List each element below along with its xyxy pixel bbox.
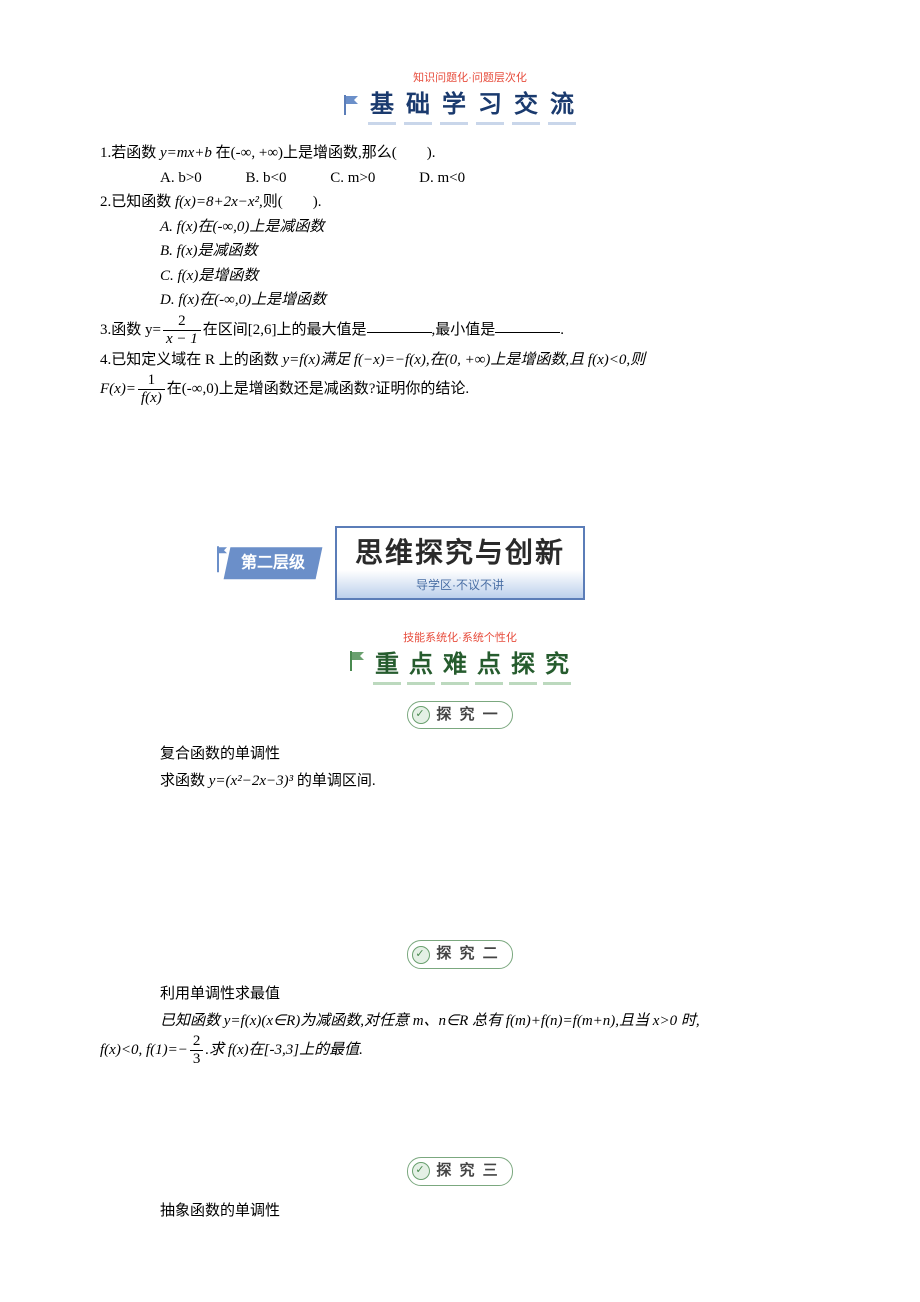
gbanner-char: 探 (508, 647, 538, 683)
banner-char: 基 (366, 87, 398, 123)
gbanner-char: 重 (372, 647, 402, 683)
e1-text: 的单调区间. (293, 773, 376, 789)
spacer (100, 792, 820, 922)
banner-char: 习 (474, 87, 506, 123)
page-root: 知识问题化·问题层次化 基 础 学 习 交 流 1.若函数 y=mx+b 在(-… (0, 0, 920, 1282)
q1-opt-d: D. m<0 (419, 167, 465, 190)
q4-text: 在(-∞,0)上是增函数还是减函数?证明你的结论. (167, 381, 469, 397)
spacer (100, 1069, 820, 1139)
check-icon (412, 946, 430, 964)
q3-text: 在区间[2,6]上的最大值是 (203, 321, 367, 337)
explore-1-label: 探 究 一 (436, 704, 499, 727)
e1-text: 求函数 (160, 773, 209, 789)
e2-text: f(x)<0, f(1)=− (100, 1042, 188, 1058)
explore-1-problem: 求函数 y=(x²−2x−3)³ 的单调区间. (160, 770, 820, 793)
q3-text: 3.函数 y= (100, 321, 161, 337)
banner-char: 流 (546, 87, 578, 123)
explore-2-pill: 探 究 二 (100, 940, 820, 971)
green-banner-subtitle: 技能系统化·系统个性化 (100, 630, 820, 647)
explore-1-pill: 探 究 一 (100, 701, 820, 732)
flag-icon (348, 649, 368, 681)
check-icon (412, 1162, 430, 1180)
q4-text: 4.已知定义域在 R 上的函数 (100, 352, 283, 368)
explore-3-heading: 抽象函数的单调性 (160, 1200, 820, 1223)
q2-opt-c: C. f(x)是增函数 (160, 265, 820, 288)
e2-text: .求 f(x)在[-3,3]上的最值. (205, 1042, 363, 1058)
section-title: 思维探究与创新 (355, 532, 565, 574)
q4-text: F(x)= (100, 381, 136, 397)
e1-expr: y=(x²−2x−3)³ (209, 773, 293, 789)
q2-text: ,则( ). (259, 194, 322, 210)
question-4-line2: F(x)=1f(x)在(-∞,0)上是增函数还是减函数?证明你的结论. (100, 373, 820, 406)
e2-text: 已知函数 y=f(x)(x∈R)为减函数,对任意 m、n∈R 总有 f(m)+f… (160, 1013, 700, 1029)
check-icon (412, 706, 430, 724)
q1-opt-b: B. b<0 (246, 167, 287, 190)
question-4-line1: 4.已知定义域在 R 上的函数 y=f(x)满足 f(−x)=−f(x),在(0… (100, 349, 820, 372)
gbanner-char: 点 (406, 647, 436, 683)
explore-2-line2: f(x)<0, f(1)=−23.求 f(x)在[-3,3]上的最值. (100, 1034, 820, 1067)
q2-opt-a: A. f(x)在(-∞,0)上是减函数 (160, 216, 820, 239)
q3-text: ,最小值是 (432, 321, 496, 337)
q4-fraction: 1f(x) (138, 373, 165, 406)
explore-3-pill: 探 究 三 (100, 1157, 820, 1188)
banner-char: 交 (510, 87, 542, 123)
gbanner-char: 点 (474, 647, 504, 683)
banner-char: 础 (402, 87, 434, 123)
q3-fraction: 2x − 1 (163, 314, 201, 347)
question-3: 3.函数 y=2x − 1在区间[2,6]上的最大值是 ,最小值是. (100, 314, 820, 347)
section-banner: 第二层级 思维探究与创新 导学区·不议不讲 (100, 526, 820, 600)
q2-opt-d: D. f(x)在(-∞,0)上是增函数 (160, 289, 820, 312)
explore-2-line1: 已知函数 y=f(x)(x∈R)为减函数,对任意 m、n∈R 总有 f(m)+f… (160, 1010, 820, 1033)
q1-opt-c: C. m>0 (330, 167, 375, 190)
green-banner: 技能系统化·系统个性化 重 点 难 点 探 究 (100, 630, 820, 683)
q1-text: 在(-∞, +∞)上是增函数,那么( ). (212, 145, 436, 161)
q1-expr: y=mx+b (160, 145, 212, 161)
e2-fraction: 23 (190, 1034, 204, 1067)
q1-text: 1.若函数 (100, 145, 160, 161)
explore-1-heading: 复合函数的单调性 (160, 743, 820, 766)
explore-3-label: 探 究 三 (436, 1160, 499, 1183)
question-2: 2.已知函数 f(x)=8+2x−x²,则( ). (100, 191, 820, 214)
gbanner-char: 究 (542, 647, 572, 683)
q3-text: . (560, 321, 564, 337)
top-banner: 知识问题化·问题层次化 基 础 学 习 交 流 (100, 70, 820, 124)
level-label: 第二层级 (241, 551, 305, 575)
question-1: 1.若函数 y=mx+b 在(-∞, +∞)上是增函数,那么( ). (100, 142, 820, 165)
q1-options: A. b>0 B. b<0 C. m>0 D. m<0 (160, 167, 820, 190)
explore-2-heading: 利用单调性求最值 (160, 983, 820, 1006)
top-banner-subtitle: 知识问题化·问题层次化 (362, 70, 578, 87)
q2-text: 2.已知函数 (100, 194, 175, 210)
q2-opt-b: B. f(x)是减函数 (160, 240, 820, 263)
banner-char: 学 (438, 87, 470, 123)
section-sub: 导学区·不议不讲 (355, 576, 565, 594)
q4-expr: y=f(x)满足 f(−x)=−f(x),在(0, +∞)上是增函数,且 f(x… (283, 352, 646, 368)
q2-expr: f(x)=8+2x−x² (175, 194, 259, 210)
explore-2-label: 探 究 二 (436, 943, 499, 966)
level-badge: 第二层级 (215, 544, 319, 582)
gbanner-char: 难 (440, 647, 470, 683)
q1-opt-a: A. b>0 (160, 167, 202, 190)
blank-field (367, 318, 432, 333)
blank-field (495, 318, 560, 333)
flag-icon (342, 93, 362, 117)
